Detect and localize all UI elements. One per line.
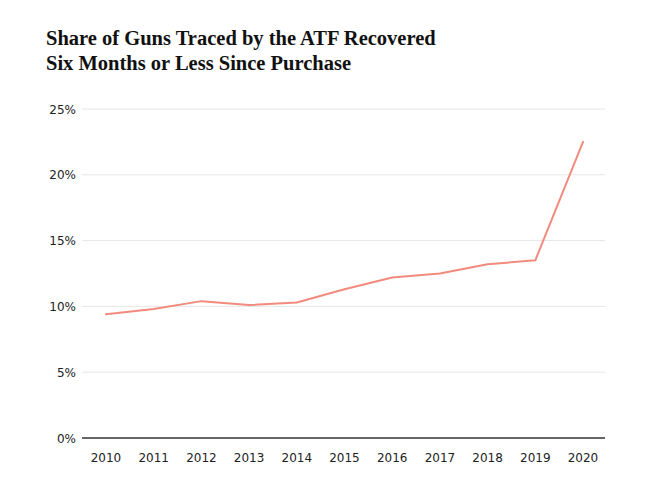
y-tick-label: 20%: [49, 168, 76, 182]
title-line: Share of Guns Traced by the ATF Recovere…: [46, 27, 436, 50]
y-tick-label: 0%: [57, 432, 76, 446]
x-tick-label: 2020: [568, 451, 599, 465]
y-tick-label: 10%: [49, 300, 76, 314]
title: Share of Guns Traced by the ATF Recovere…: [46, 27, 436, 74]
data-line: [106, 142, 583, 314]
x-tick-label: 2013: [234, 451, 265, 465]
x-tick-label: 2016: [377, 451, 408, 465]
x-tick-label: 2010: [91, 451, 122, 465]
axis-line: [82, 438, 605, 439]
grid-line: [82, 372, 605, 373]
grid-line: [82, 306, 605, 307]
x-tick-label: 2018: [472, 451, 503, 465]
grid-line: [82, 109, 605, 110]
x-tick-label: 2012: [186, 451, 217, 465]
x-tick-label: 2015: [329, 451, 360, 465]
title-line: Six Months or Less Since Purchase: [46, 52, 351, 74]
grid-line: [82, 174, 605, 175]
plot-area: [106, 142, 583, 314]
grid-line: [82, 240, 605, 241]
x-tick-label: 2017: [425, 451, 456, 465]
x-tick-label: 2011: [138, 451, 169, 465]
x-tick-label: 2019: [520, 451, 551, 465]
y-tick-label: 25%: [49, 103, 76, 117]
y-tick-label: 15%: [49, 234, 76, 248]
y-tick-label: 5%: [57, 366, 76, 380]
chart: Share of Guns Traced by the ATF Recovere…: [0, 0, 655, 493]
x-tick-label: 2014: [282, 451, 313, 465]
x-axis-line: [82, 438, 605, 439]
